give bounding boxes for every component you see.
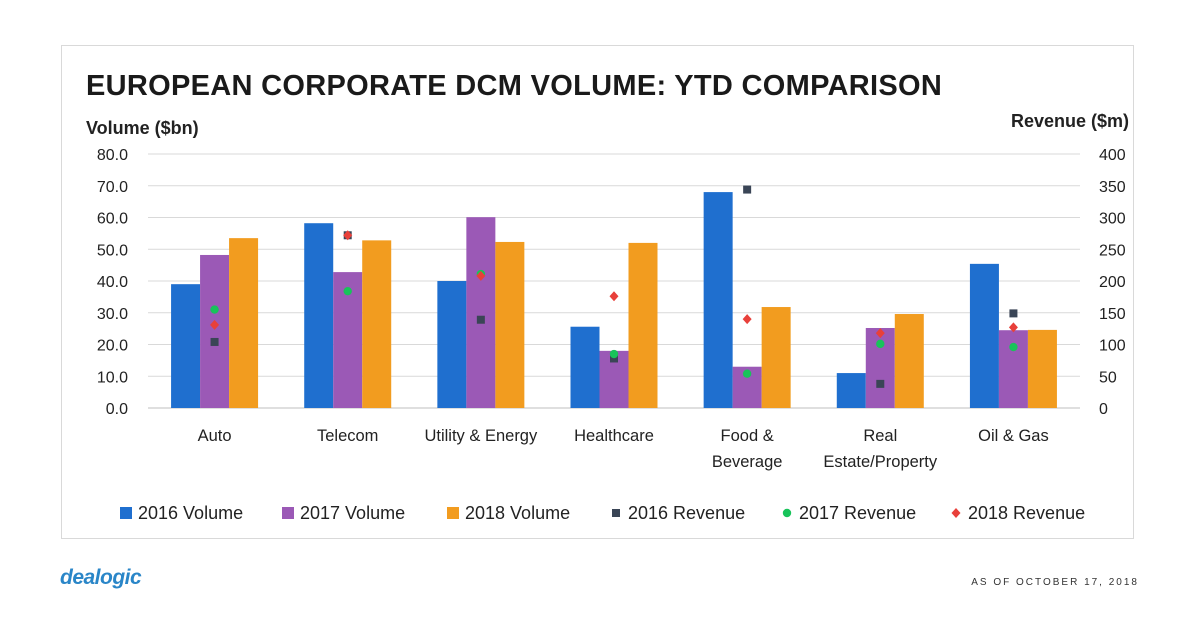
legend-swatch-2018-volume <box>447 507 459 519</box>
bar-2016-volume <box>969 263 999 408</box>
legend-label: 2018 Revenue <box>968 503 1085 523</box>
legend-label: 2016 Revenue <box>628 503 745 523</box>
category-label: Food & <box>721 427 774 445</box>
legend-label: 2016 Volume <box>138 503 243 523</box>
bar-2016-volume <box>703 192 733 408</box>
marker-2016-revenue <box>210 337 219 346</box>
marker-2016-revenue <box>610 354 618 363</box>
y-tick-label-right: 250 <box>1099 242 1126 259</box>
y-tick-label-left: 0.0 <box>106 401 128 418</box>
y-tick-label-left: 40.0 <box>97 274 128 291</box>
bar-2017-volume <box>466 217 496 408</box>
marker-2018-revenue <box>609 291 619 302</box>
bar-2016-volume <box>171 284 201 408</box>
marker-2018-revenue <box>476 270 486 281</box>
marker-2017-revenue <box>1009 342 1018 352</box>
dealogic-logo: dealogic <box>60 566 142 589</box>
bar-2017-volume <box>998 330 1028 408</box>
marker-2017-revenue <box>210 305 219 314</box>
marker-2017-revenue <box>343 286 352 296</box>
category-label: Healthcare <box>574 427 654 445</box>
legend-swatch-2018-revenue <box>951 508 961 518</box>
y-tick-label-left: 30.0 <box>97 306 128 323</box>
category-label: Real <box>863 427 897 445</box>
y-axis-right-label: Revenue ($m) <box>1010 111 1129 131</box>
marker-2018-revenue <box>742 314 752 325</box>
y-tick-label-left: 80.0 <box>97 147 128 164</box>
y-tick-label-right: 400 <box>1099 147 1126 164</box>
marker-2016-revenue <box>743 185 752 194</box>
y-tick-label-right: 350 <box>1099 179 1126 196</box>
bar-2018-volume <box>761 307 791 408</box>
marker-2017-revenue <box>609 349 619 359</box>
bar-2016-volume <box>304 223 334 408</box>
marker-2017-revenue <box>742 369 752 378</box>
bar-2017-volume <box>200 254 230 408</box>
category-label: Estate/Property <box>823 453 937 471</box>
legend-label: 2017 Revenue <box>799 503 916 523</box>
y-tick-label-right: 300 <box>1099 211 1126 228</box>
category-label: Oil & Gas <box>978 427 1049 445</box>
bar-2018-volume <box>894 314 924 408</box>
marker-2018-revenue <box>210 319 220 330</box>
bar-2018-volume <box>1027 329 1057 408</box>
y-tick-label-right: 100 <box>1099 338 1126 355</box>
marker-2017-revenue <box>876 339 885 349</box>
as-of-date: AS OF OCTOBER 17, 2018 <box>971 577 1139 588</box>
bar-2018-volume <box>362 240 392 408</box>
y-tick-label-left: 70.0 <box>97 179 128 196</box>
marker-2018-revenue <box>875 328 885 339</box>
category-label: Telecom <box>317 427 378 445</box>
category-label: Utility & Energy <box>424 427 538 445</box>
bar-2016-volume <box>437 281 467 408</box>
y-tick-label-left: 20.0 <box>97 338 128 355</box>
legend-swatch-2017-revenue <box>782 508 792 518</box>
bar-2016-volume <box>570 326 600 408</box>
y-tick-label-left: 60.0 <box>97 211 128 228</box>
marker-2016-revenue <box>476 315 485 324</box>
marker-2018-revenue <box>1008 322 1018 333</box>
chart-title: EUROPEAN CORPORATE DCM VOLUME: YTD COMPA… <box>86 70 943 102</box>
legend-swatch-2016-volume <box>120 507 132 519</box>
marker-2016-revenue <box>876 379 885 388</box>
y-tick-label-right: 200 <box>1099 274 1126 291</box>
legend-swatch-2016-revenue <box>612 509 620 517</box>
y-tick-label-left: 10.0 <box>97 369 128 386</box>
y-tick-label-right: 150 <box>1099 306 1126 323</box>
marker-2016-revenue <box>1009 309 1018 318</box>
legend-swatch-2017-volume <box>282 507 294 519</box>
category-label: Beverage <box>712 453 783 471</box>
y-axis-left-label: Volume ($bn) <box>86 118 199 138</box>
bar-2016-volume <box>836 373 866 408</box>
legend-label: 2018 Volume <box>465 503 570 523</box>
category-label: Auto <box>198 427 232 445</box>
y-tick-label-right: 50 <box>1099 369 1117 386</box>
y-tick-label-right: 0 <box>1099 401 1108 418</box>
bar-2018-volume <box>495 241 525 408</box>
legend-label: 2017 Volume <box>300 503 405 523</box>
y-tick-label-left: 50.0 <box>97 242 128 259</box>
marker-2018-revenue <box>343 230 353 241</box>
bar-2018-volume <box>628 242 658 408</box>
bar-2018-volume <box>229 238 259 408</box>
